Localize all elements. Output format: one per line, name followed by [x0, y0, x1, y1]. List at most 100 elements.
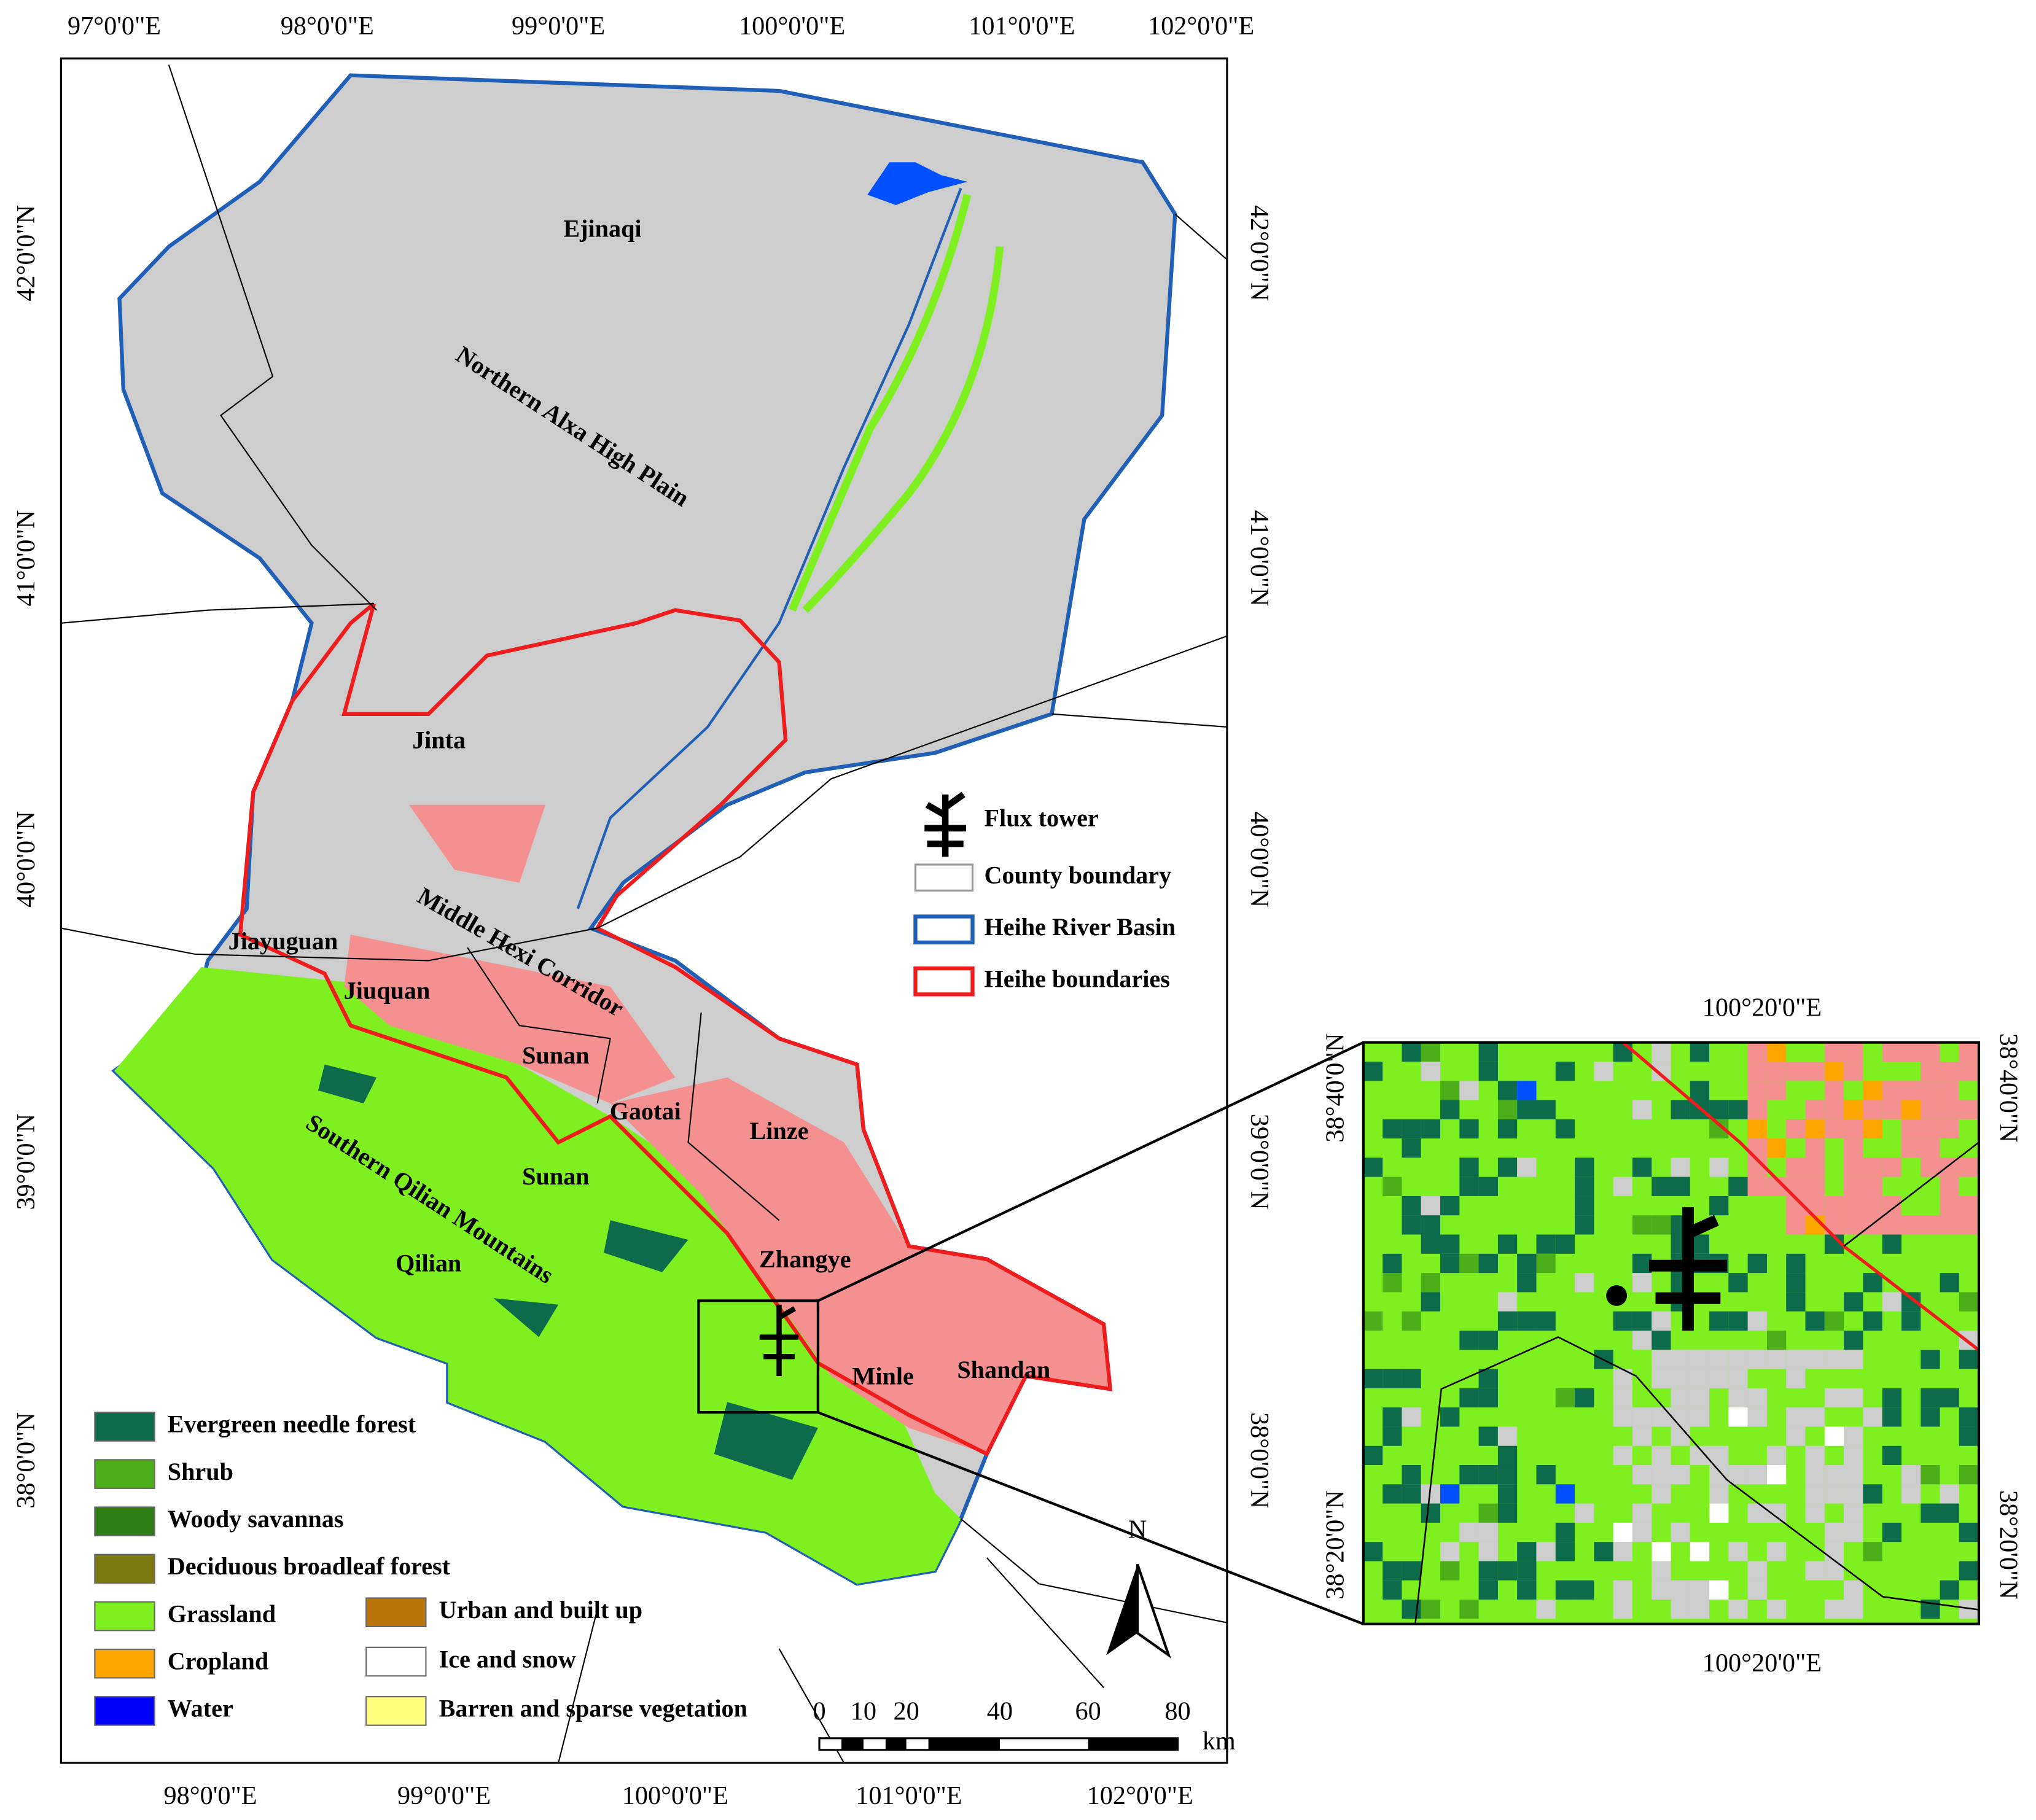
inset-pixel — [1921, 1119, 1940, 1139]
basin-symbol — [913, 914, 975, 945]
inset-pixel — [1901, 1215, 1921, 1235]
inset-pixel — [1844, 1176, 1863, 1196]
inset-pixel — [1940, 1273, 1959, 1293]
inset-pixel — [1882, 1292, 1901, 1312]
inset-pixel — [1844, 1503, 1863, 1523]
inset-pixel — [1921, 1042, 1940, 1062]
connector-line — [817, 1041, 1364, 1302]
inset-pixel — [1844, 1292, 1863, 1312]
inset-pixel — [1901, 1119, 1921, 1139]
inset-pixel — [1613, 1542, 1632, 1561]
inset-pixel — [1497, 1234, 1518, 1254]
inset-pixel — [1402, 1484, 1421, 1504]
scale-bar-tick: 80 — [1164, 1697, 1190, 1725]
inset-pixel — [1652, 1369, 1671, 1388]
land-cover-label: Grassland — [168, 1600, 276, 1627]
flux-tower-symbol — [924, 791, 966, 857]
inset-pixel — [1440, 1196, 1460, 1216]
inset-pixel — [1728, 1542, 1748, 1561]
inset-pixel — [1786, 1407, 1806, 1427]
inset-pixel — [1363, 1157, 1383, 1177]
inset-pixel — [1478, 1542, 1498, 1561]
inset-pixel — [1844, 1061, 1863, 1081]
inset-pixel — [1786, 1426, 1806, 1446]
inset-right-label: 38°40'0"N — [1994, 1033, 2023, 1143]
top-axis-label: 97°0'0"E — [68, 12, 161, 41]
inset-pixel — [1459, 1176, 1479, 1196]
inset-pixel — [1613, 1522, 1632, 1542]
inset-pixel — [1747, 1176, 1767, 1196]
inset-pixel — [1805, 1100, 1825, 1119]
inset-pixel — [1555, 1522, 1575, 1542]
inset-pixel — [1959, 1407, 1979, 1427]
inset-pixel — [1786, 1215, 1806, 1235]
land-cover-swatch — [94, 1554, 155, 1584]
cropland-urban-area — [610, 1077, 1110, 1454]
inset-pixel — [1959, 1157, 1979, 1177]
inset-pixel — [1555, 1542, 1575, 1561]
inset-pixel — [1383, 1176, 1402, 1196]
inset-pixel — [1517, 1081, 1537, 1100]
inset-pixel — [1747, 1388, 1767, 1408]
inset-pixel — [1363, 1445, 1383, 1465]
main-map — [60, 57, 1228, 1764]
boundary-symbol — [913, 966, 975, 997]
inset-pixel — [1747, 1407, 1767, 1427]
inset-pixel — [1959, 1426, 1979, 1446]
right-axis-label: 41°0'0"N — [1245, 510, 1274, 607]
inset-pixel — [1901, 1100, 1921, 1119]
inset-pixel — [1844, 1580, 1863, 1600]
inset-pixel — [1709, 1464, 1729, 1485]
inset-pixel — [1728, 1600, 1748, 1619]
inset-pixel — [1652, 1561, 1671, 1581]
inset-pixel — [1709, 1311, 1729, 1331]
inset-pixel — [1459, 1119, 1479, 1139]
inset-pixel — [1805, 1464, 1825, 1485]
county-symbol — [914, 863, 974, 892]
inset-pixel — [1921, 1350, 1940, 1369]
inset-pixel — [1690, 1369, 1710, 1388]
land-cover-swatch — [365, 1696, 427, 1726]
inset-pixel — [1728, 1464, 1748, 1485]
inset-pixel — [1555, 1388, 1575, 1408]
inset-pixel — [1844, 1350, 1863, 1369]
inset-pixel — [1478, 1388, 1498, 1408]
inset-pixel — [1690, 1542, 1710, 1561]
inset-pixel — [1478, 1426, 1498, 1446]
inset-pixel — [1459, 1600, 1479, 1619]
land-cover-label: Urban and built up — [439, 1596, 642, 1624]
inset-pixel — [1728, 1369, 1748, 1388]
land-cover-label: Ice and snow — [439, 1645, 576, 1673]
inset-pixel — [1863, 1484, 1882, 1504]
inset-pixel — [1844, 1215, 1863, 1235]
inset-pixel — [1421, 1503, 1441, 1523]
inset-pixel — [1921, 1464, 1940, 1485]
inset-bottom-label: 100°20'0"E — [1703, 1649, 1822, 1678]
inset-pixel — [1459, 1388, 1479, 1408]
inset-pixel — [1709, 1503, 1729, 1523]
scale-bar-tick: 10 — [851, 1697, 876, 1725]
inset-pixel — [1652, 1042, 1671, 1062]
inset-pixel — [1882, 1234, 1901, 1254]
inset-pixel — [1805, 1484, 1825, 1504]
scale-bar — [818, 1737, 1179, 1751]
inset-pixel — [1497, 1100, 1518, 1119]
inset-pixel — [1440, 1253, 1460, 1274]
inset-pixel — [1632, 1426, 1652, 1446]
left-axis-label: 42°0'0"N — [12, 205, 41, 301]
inset-pixel — [1632, 1522, 1652, 1542]
inset-pixel — [1709, 1445, 1729, 1465]
left-axis-label: 40°0'0"N — [12, 811, 41, 908]
inset-pixel — [1497, 1464, 1518, 1485]
bottom-axis-label: 101°0'0"E — [856, 1781, 962, 1810]
inset-pixel — [1536, 1600, 1556, 1619]
inset-pixel — [1690, 1042, 1710, 1062]
inset-pixel — [1805, 1138, 1825, 1158]
forest-patches — [318, 1064, 818, 1480]
inset-pixel — [1402, 1119, 1421, 1139]
inset-pixel — [1421, 1292, 1441, 1312]
inset-pixel — [1575, 1580, 1594, 1600]
land-cover-swatch — [365, 1646, 427, 1677]
inset-pixel — [1959, 1522, 1979, 1542]
inset-pixel — [1536, 1100, 1556, 1119]
